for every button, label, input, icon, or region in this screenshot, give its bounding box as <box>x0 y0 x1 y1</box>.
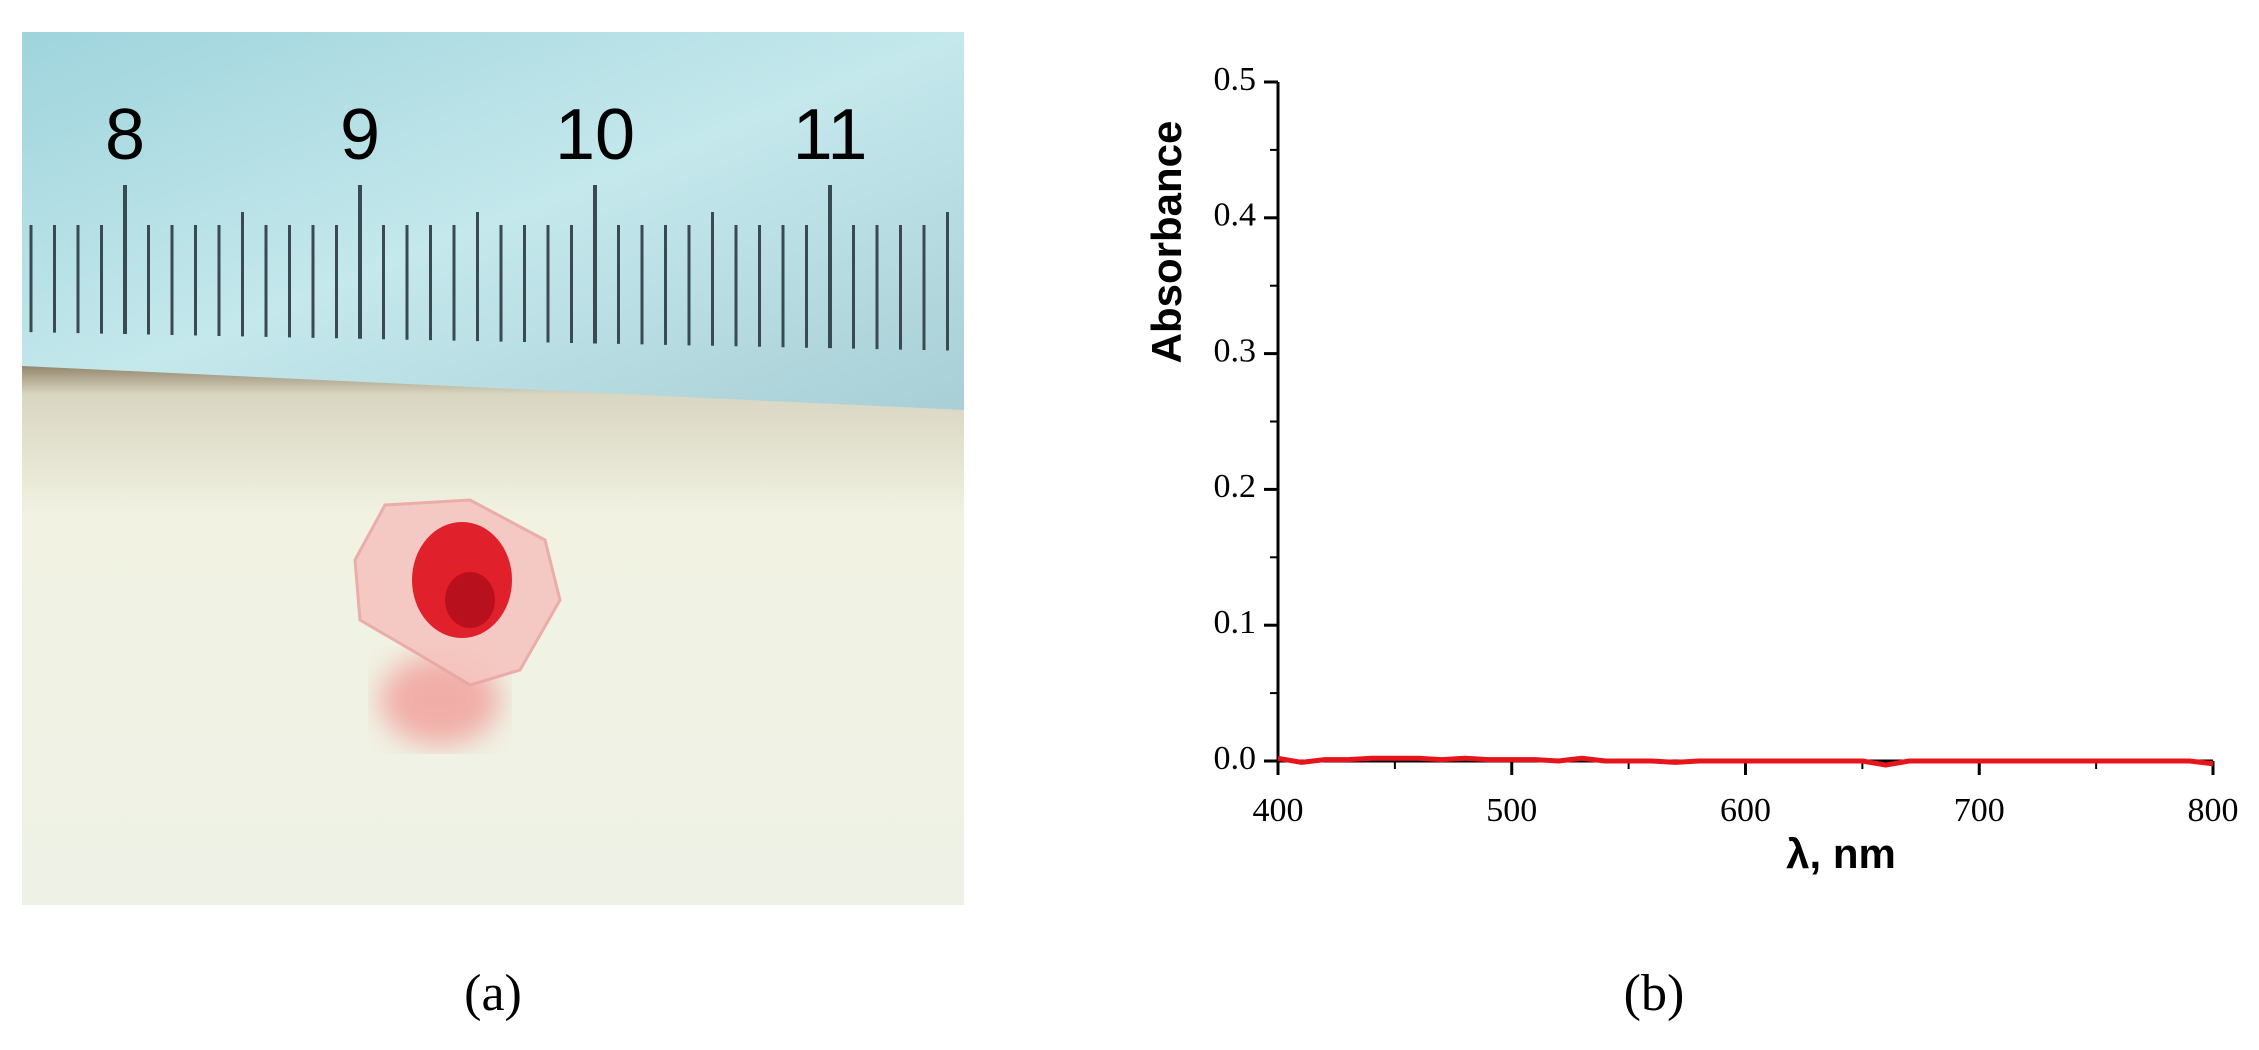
x-tick-label: 700 <box>1954 792 2005 829</box>
ruler-label: 11 <box>793 95 868 175</box>
x-axis-label: λ, nm <box>1786 830 1896 877</box>
panel-label: (b) <box>1624 965 1685 1022</box>
y-tick-label: 0.2 <box>1214 468 1257 505</box>
photo: 8 9 10 11 <box>22 32 964 905</box>
x-tick-label: 400 <box>1253 792 1304 829</box>
x-tick-label: 800 <box>2188 792 2239 829</box>
ruler-label: 9 <box>340 95 380 175</box>
y-tick-label: 0.4 <box>1214 197 1257 234</box>
ruler-label: 8 <box>105 95 145 175</box>
y-tick-label: 0.1 <box>1214 604 1257 641</box>
data-line <box>1277 755 2214 768</box>
y-axis-label: Absorbance <box>1143 121 1190 364</box>
x-tick-label: 500 <box>1486 792 1537 829</box>
ruler-label: 10 <box>555 95 635 175</box>
y-tick-label: 0.5 <box>1214 61 1257 98</box>
panel-label: (a) <box>464 965 522 1022</box>
y-tick-label: 0.3 <box>1214 332 1257 369</box>
x-tick-label: 600 <box>1720 792 1771 829</box>
y-tick-label: 0.0 <box>1214 740 1257 777</box>
